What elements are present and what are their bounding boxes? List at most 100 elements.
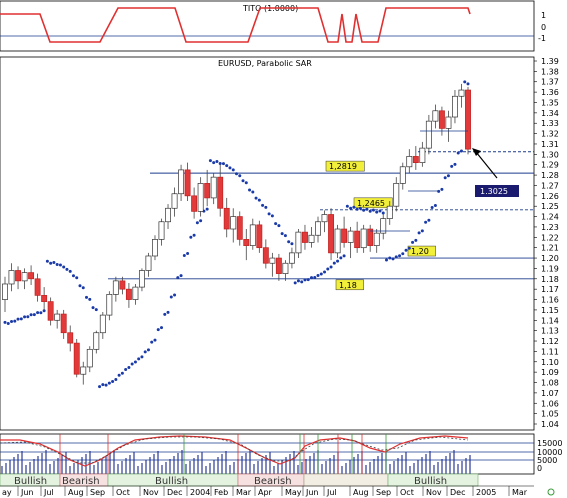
sar-dot — [313, 276, 317, 280]
price-tick: 1.11 — [541, 347, 559, 356]
candle — [178, 164, 185, 202]
candle — [204, 169, 211, 207]
sar-dot — [459, 149, 463, 153]
month-label: Jul — [43, 488, 54, 497]
sar-dot — [430, 205, 434, 209]
sar-dot — [378, 209, 382, 213]
candle — [119, 276, 126, 295]
indicator-tick: -1 — [538, 34, 546, 43]
sar-dot — [19, 317, 23, 321]
volume-bars — [1, 450, 471, 474]
sar-dot — [283, 234, 287, 238]
price-tick: 1.25 — [541, 202, 559, 211]
sar-dot — [427, 218, 431, 222]
candle — [73, 338, 80, 378]
volume-tick: 15000 — [537, 439, 562, 448]
price-tick: 1.15 — [541, 306, 559, 315]
candle — [191, 187, 198, 219]
sar-dot — [49, 261, 53, 265]
sar-dot — [176, 276, 180, 280]
sar-dot — [362, 208, 366, 212]
candle — [86, 346, 93, 373]
sar-dot — [179, 274, 183, 278]
sar-dot — [228, 166, 232, 170]
candle — [41, 287, 48, 310]
candle — [412, 146, 419, 170]
price-tick: 1.22 — [541, 233, 559, 242]
price-tick: 1.14 — [541, 316, 559, 325]
price-tick: 1.05 — [541, 410, 559, 419]
candle — [236, 211, 243, 246]
price-tick: 1.31 — [541, 140, 559, 149]
phase-label: Bearish — [254, 476, 292, 487]
sar-dot — [238, 174, 242, 178]
parabolic-sar-dots — [3, 80, 470, 389]
sar-dot — [420, 229, 424, 233]
candle — [60, 309, 67, 339]
price-tick: 1.36 — [541, 88, 559, 97]
sar-dot — [169, 295, 173, 299]
sar-dot — [192, 233, 196, 237]
sar-dot — [218, 161, 222, 165]
sar-dot — [339, 256, 343, 260]
candle — [256, 220, 263, 253]
sar-dot — [261, 203, 265, 207]
callout-label: 1.3025 — [480, 187, 508, 196]
sar-dot — [264, 205, 268, 209]
candle — [230, 208, 237, 243]
sar-dot — [32, 313, 36, 317]
sar-dot — [241, 179, 245, 183]
sar-dot — [39, 311, 43, 315]
indicator-tick: 0 — [541, 23, 546, 32]
phase-label: Bullish — [14, 476, 47, 487]
sar-dot — [160, 326, 164, 330]
price-title: EURUSD, Parabolic SAR — [218, 59, 312, 68]
candle — [458, 83, 465, 108]
indicator-line — [0, 7, 471, 43]
sar-dot — [23, 315, 27, 319]
sar-dot — [293, 281, 297, 285]
sar-dot — [274, 222, 278, 226]
sar-dot — [417, 231, 421, 235]
sar-dot — [231, 168, 235, 172]
sar-dot — [107, 381, 111, 385]
sar-dot — [186, 251, 190, 255]
indicator-panel: TITO (1.0000) 1 0 -1 — [0, 0, 546, 52]
sar-dot — [52, 260, 56, 264]
sar-dot — [287, 240, 291, 244]
sar-dot — [75, 276, 79, 280]
month-label: Sep — [90, 488, 105, 497]
candle — [197, 177, 204, 217]
candle — [432, 104, 439, 129]
candle — [158, 218, 165, 246]
sar-dot — [244, 181, 248, 185]
sar-dot — [42, 309, 46, 313]
sar-dot — [443, 176, 447, 180]
sar-dot — [91, 306, 95, 310]
sar-dot — [114, 377, 118, 381]
sar-dot — [137, 357, 141, 361]
sar-dot — [450, 164, 454, 168]
sar-dot — [215, 159, 219, 163]
price-tick: 1.33 — [541, 119, 559, 128]
candle — [315, 216, 321, 243]
sar-dot — [267, 212, 271, 216]
sar-dot — [280, 232, 284, 236]
sar-dot — [26, 315, 30, 319]
month-label: Jul — [326, 488, 337, 497]
sar-dot — [16, 317, 20, 321]
volume-tick: 10000 — [537, 448, 562, 457]
sar-dot — [101, 383, 105, 387]
sar-dot — [133, 360, 137, 364]
sar-dot — [130, 362, 134, 366]
sar-dot — [352, 205, 356, 209]
price-tick: 1.37 — [541, 78, 559, 87]
level-label: 1,18 — [339, 281, 357, 290]
candle — [445, 110, 452, 142]
candle — [243, 229, 250, 261]
sar-dot — [153, 338, 157, 342]
candle — [380, 214, 387, 240]
price-tick: 1.08 — [541, 379, 559, 388]
sar-dot — [140, 355, 144, 359]
